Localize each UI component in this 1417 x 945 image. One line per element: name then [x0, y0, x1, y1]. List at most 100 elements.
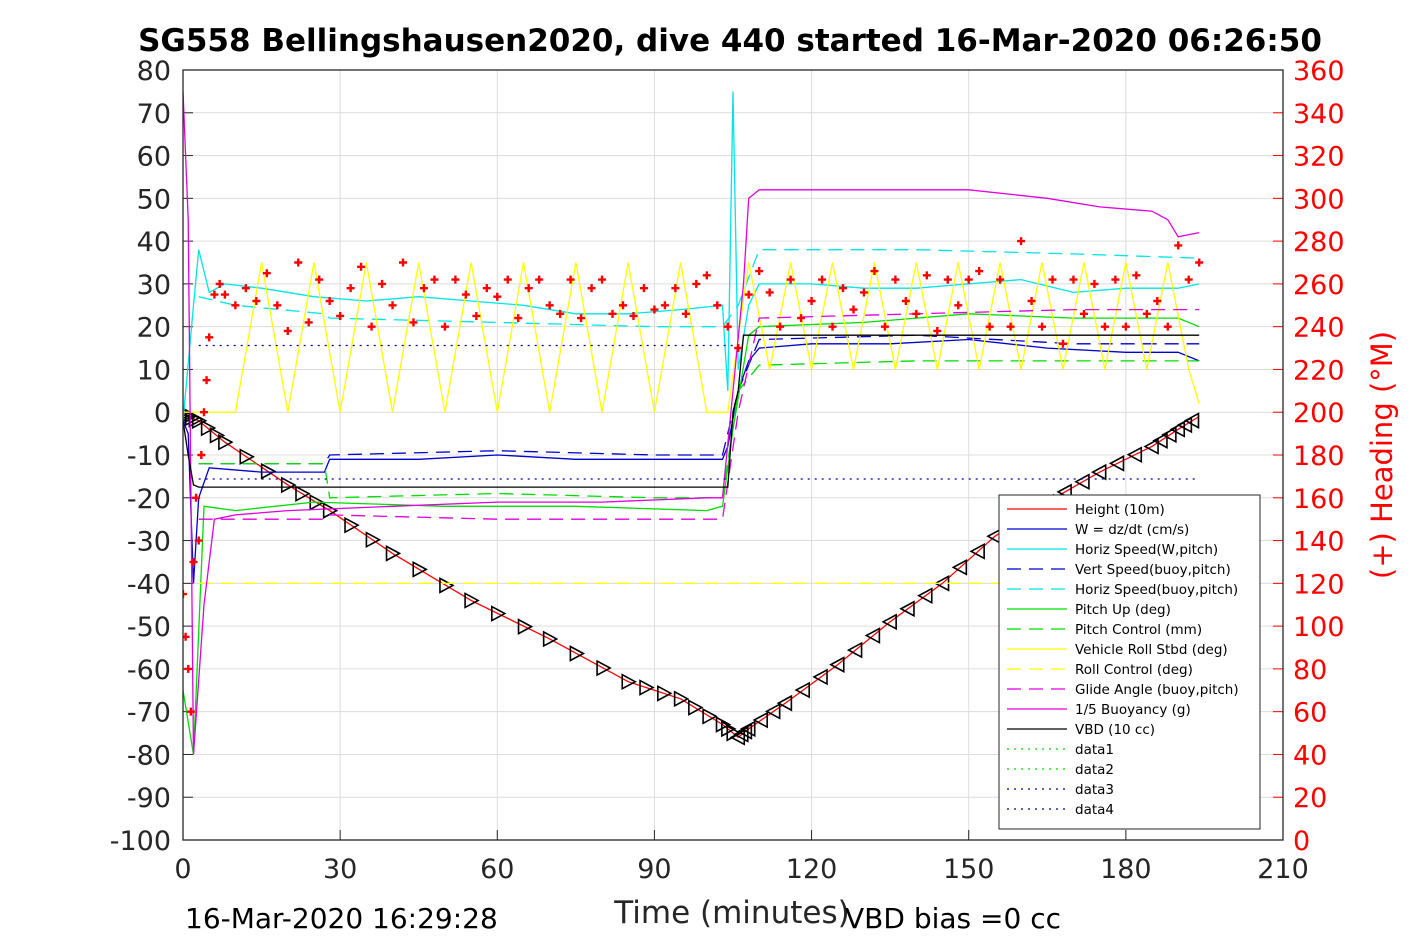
- height-marker: [917, 587, 933, 604]
- heading-point: [922, 271, 931, 280]
- heading-point: [535, 275, 544, 284]
- heading-point: [859, 288, 868, 297]
- heading-point: [1048, 275, 1057, 284]
- heading-point: [619, 301, 627, 310]
- y-right-tick-label: 60: [1293, 698, 1327, 729]
- legend-entry: VBD (10 cc): [1075, 722, 1155, 738]
- height-marker: [464, 592, 480, 609]
- y-right-tick-label: 180: [1293, 441, 1345, 472]
- y-tick-label: -40: [127, 569, 171, 600]
- footer-timestamp: 16-Mar-2020 16:29:28: [185, 902, 498, 935]
- heading-point: [1142, 309, 1151, 318]
- heading-point: [776, 322, 785, 331]
- series-glide-angle-buoy-pitch: [198, 308, 1200, 520]
- heading-point: [199, 408, 208, 417]
- height-marker: [794, 681, 810, 699]
- heading-point: [399, 258, 407, 267]
- heading-point: [797, 314, 806, 323]
- heading-point: [1059, 339, 1067, 348]
- height-marker: [969, 542, 985, 560]
- height-marker: [365, 531, 382, 549]
- height-marker: [899, 600, 915, 618]
- height-marker: [639, 679, 655, 696]
- height-marker: [846, 641, 863, 659]
- height-marker: [729, 728, 746, 746]
- x-tick-label: 0: [174, 854, 191, 885]
- heading-point: [660, 301, 669, 310]
- y-right-tick-label: 260: [1293, 270, 1345, 301]
- heading-point: [409, 318, 418, 327]
- y-tick-label: -50: [127, 612, 171, 643]
- legend-entry: Vert Speed(buoy,pitch): [1075, 562, 1231, 578]
- height-marker: [344, 516, 360, 534]
- height-marker: [1090, 463, 1107, 481]
- heading-point: [220, 290, 229, 299]
- x-tick-label: 90: [637, 854, 671, 885]
- heading-point: [1090, 279, 1099, 288]
- height-marker: [688, 699, 704, 716]
- heading-point: [1038, 322, 1047, 331]
- heading-point: [566, 275, 575, 284]
- y-axis-right-label: (+) Heading (°M): [1365, 331, 1399, 579]
- y-axis-right-ticks: 3603403203002802602402202001801601401201…: [1273, 56, 1345, 857]
- height-marker: [1161, 426, 1177, 444]
- heading-point: [891, 275, 900, 284]
- y-tick-label: 20: [137, 313, 171, 344]
- heading-point: [839, 284, 847, 293]
- series-w-dz-dt-cm-s: [183, 338, 1200, 584]
- height-marker: [673, 690, 690, 708]
- y-tick-label: -60: [127, 655, 171, 686]
- y-right-tick-label: 320: [1293, 142, 1345, 173]
- heading-point: [202, 376, 211, 385]
- y-right-tick-label: 140: [1293, 527, 1345, 558]
- height-marker: [733, 726, 749, 743]
- heading-point: [461, 290, 470, 299]
- height-marker: [1152, 432, 1168, 449]
- y-right-tick-label: 0: [1293, 826, 1310, 857]
- x-tick-label: 120: [786, 854, 838, 885]
- heading-point: [1195, 258, 1204, 267]
- heading-point: [451, 275, 460, 284]
- height-marker: [715, 716, 732, 733]
- x-tick-label: 30: [323, 854, 357, 885]
- height-marker: [218, 433, 234, 451]
- height-marker: [596, 659, 612, 677]
- height-marker: [542, 630, 559, 648]
- heading-point: [294, 258, 303, 267]
- heading-point: [514, 314, 523, 323]
- legend-entry: Horiz Speed(W,pitch): [1075, 542, 1218, 558]
- heading-point: [765, 288, 774, 297]
- y-tick-label: -100: [110, 826, 171, 857]
- y-axis-ticks: 80 70 60 50 40 30 20 10 0 -10 -20 -30 -40 -50 -60 -70 -8…: [110, 56, 193, 857]
- height-marker: [702, 707, 718, 725]
- series-pitch-control-mm: [198, 360, 1200, 499]
- heading-point: [189, 557, 198, 566]
- height-marker: [1169, 420, 1186, 438]
- heading-point: [524, 284, 533, 293]
- legend-entry: data3: [1075, 782, 1114, 798]
- height-marker: [491, 605, 507, 622]
- heading-point: [556, 309, 565, 318]
- footer-vbd-bias: VBD bias =0 cc: [845, 902, 1061, 935]
- legend: Height (10m) W = dz/dt (cm/s) Horiz Speed(…: [998, 494, 1261, 830]
- heading-point: [985, 322, 994, 331]
- heading-point: [943, 275, 952, 284]
- heading-point: [215, 279, 224, 288]
- height-marker: [951, 558, 968, 576]
- heading-point: [755, 267, 764, 276]
- heading-point: [786, 275, 795, 284]
- heading-point: [493, 292, 502, 301]
- heading-point: [262, 269, 271, 278]
- x-axis-label: Time (minutes): [613, 895, 849, 931]
- heading-point: [807, 297, 816, 305]
- heading-point: [194, 536, 203, 545]
- heading-point: [346, 284, 355, 293]
- heading-point: [880, 322, 889, 331]
- height-marker: [322, 502, 339, 519]
- heading-point: [954, 301, 963, 310]
- x-tick-label: 180: [1100, 854, 1152, 885]
- y-right-tick-label: 220: [1293, 355, 1345, 386]
- heading-point: [205, 333, 214, 342]
- plot-frame: [182, 69, 1284, 841]
- height-marker: [1108, 455, 1125, 472]
